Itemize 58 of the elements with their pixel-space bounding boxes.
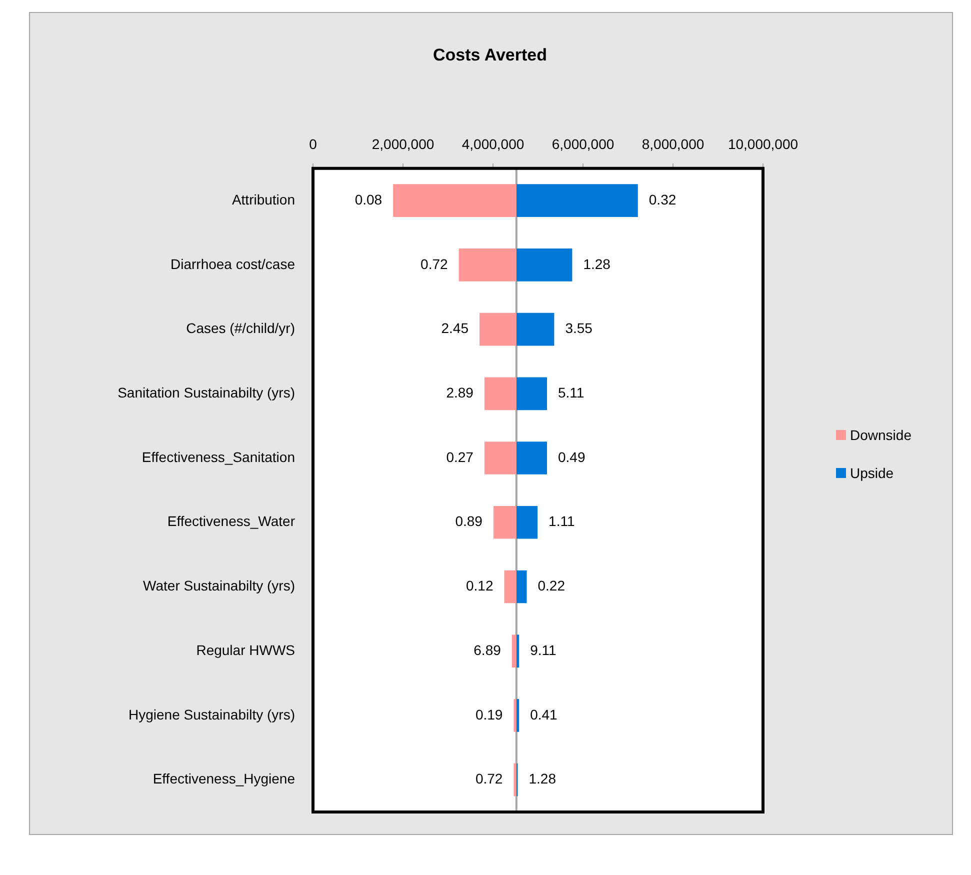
annotation: 1.28 bbox=[583, 256, 611, 272]
annotation: 2.45 bbox=[441, 320, 469, 336]
annotation: 0.72 bbox=[420, 256, 448, 272]
bar bbox=[516, 184, 638, 217]
bar bbox=[516, 248, 572, 282]
x-tick-label: 8,000,000 bbox=[642, 136, 704, 152]
annotation: 5.11 bbox=[558, 384, 584, 401]
annotation: 3.55 bbox=[565, 320, 593, 336]
chart-title: Costs Averted bbox=[433, 46, 547, 65]
annotation: 1.11 bbox=[548, 513, 575, 530]
annotation: 0.41 bbox=[530, 706, 558, 722]
y-tick-label: Effectiveness_Hygiene bbox=[152, 770, 296, 787]
x-tick-label: 0 bbox=[309, 136, 318, 152]
bar bbox=[516, 442, 547, 474]
bar bbox=[516, 634, 520, 668]
bar bbox=[516, 506, 538, 539]
bar bbox=[516, 570, 527, 604]
legend-label: Upside bbox=[850, 465, 894, 481]
bar bbox=[516, 377, 547, 410]
bar bbox=[516, 699, 520, 732]
annotation: 0.72 bbox=[475, 770, 503, 787]
bar bbox=[484, 377, 516, 410]
y-tick-label: Water Sustainabilty (yrs) bbox=[143, 578, 295, 594]
annotation: 0.12 bbox=[466, 578, 494, 594]
bar bbox=[480, 312, 516, 346]
bar bbox=[516, 312, 554, 346]
annotation: 0.32 bbox=[648, 191, 676, 208]
y-tick-label: Regular HWWS bbox=[196, 642, 295, 658]
x-tick-label: 6,000,000 bbox=[552, 136, 614, 152]
bar bbox=[514, 699, 516, 732]
annotation: 0.22 bbox=[538, 578, 566, 594]
x-tick-label: 2,000,000 bbox=[372, 136, 434, 152]
x-tick-label: 10,000,000 bbox=[728, 136, 798, 152]
annotation: 0.19 bbox=[475, 706, 503, 722]
bar bbox=[512, 634, 516, 668]
bar bbox=[504, 570, 516, 604]
y-tick-label: Cases (#/child/yr) bbox=[186, 320, 295, 336]
y-tick-label: Diarrhoea cost/case bbox=[170, 256, 296, 272]
annotation: 2.89 bbox=[446, 384, 474, 401]
annotation: 9.11 bbox=[530, 642, 557, 658]
annotation: 1.28 bbox=[528, 770, 556, 787]
annotation: 0.27 bbox=[446, 448, 474, 465]
y-tick-label: Attribution bbox=[232, 191, 295, 208]
bar bbox=[493, 506, 516, 539]
y-tick-label: Effectiveness_Sanitation bbox=[142, 448, 295, 465]
annotation: 0.08 bbox=[354, 191, 382, 208]
annotation: 6.89 bbox=[474, 642, 502, 658]
annotation: 0.49 bbox=[558, 448, 586, 465]
bar bbox=[458, 248, 516, 282]
y-tick-label: Hygiene Sustainabilty (yrs) bbox=[128, 706, 295, 722]
annotation: 0.89 bbox=[455, 513, 483, 530]
legend-label: Downside bbox=[850, 427, 912, 443]
y-tick-label: Effectiveness_Water bbox=[167, 513, 296, 530]
y-tick-label: Sanitation Sustainabilty (yrs) bbox=[118, 384, 295, 401]
x-tick-label: 4,000,000 bbox=[462, 136, 524, 152]
bar bbox=[514, 763, 516, 796]
bar bbox=[393, 184, 516, 217]
bar bbox=[484, 442, 516, 474]
